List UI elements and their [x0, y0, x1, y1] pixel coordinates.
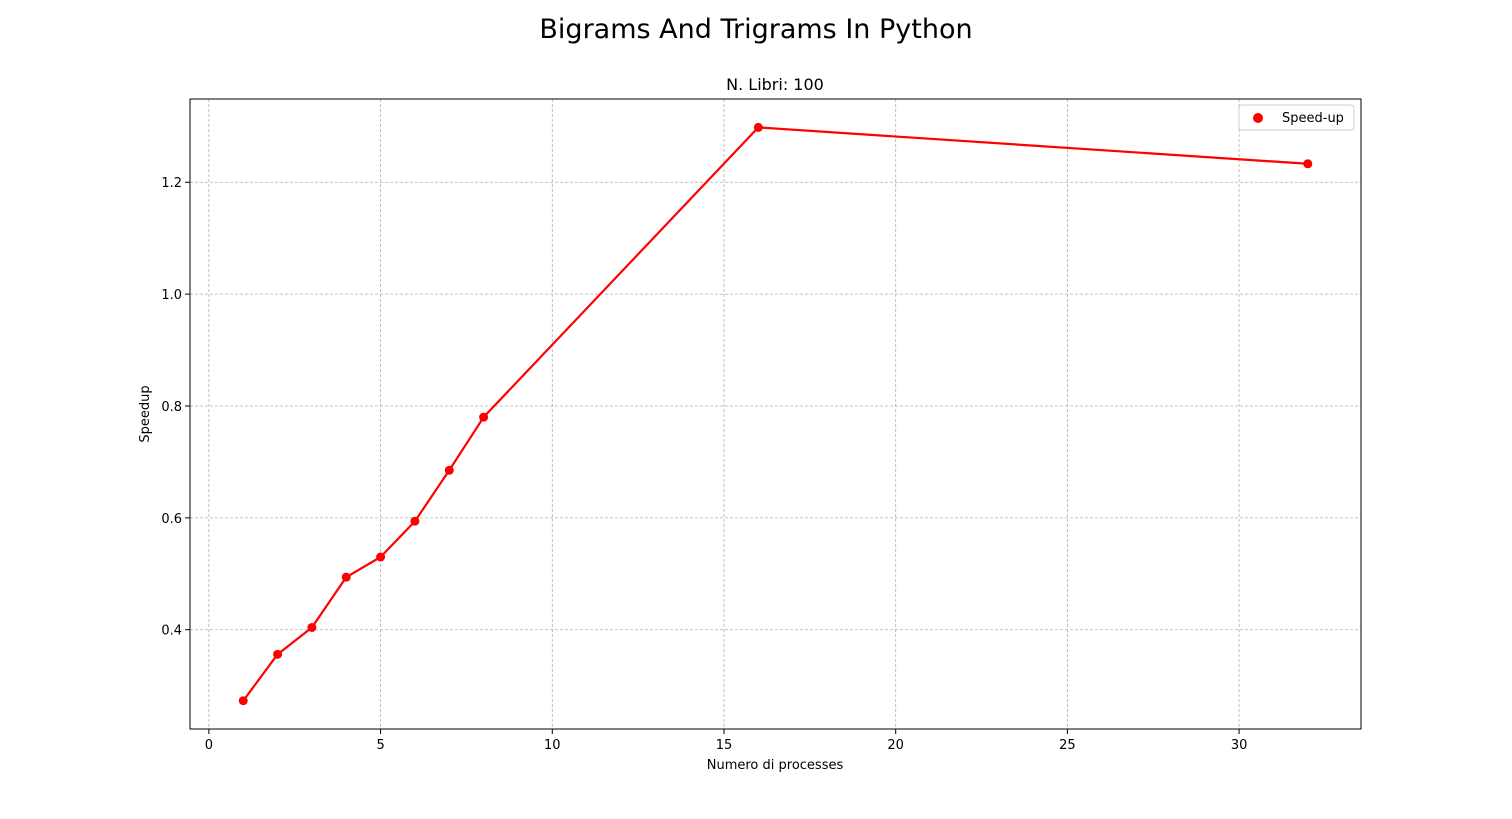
x-tick-label: 20 — [887, 738, 904, 753]
y-axis-label: Speedup — [138, 385, 153, 442]
data-point — [273, 649, 283, 659]
data-point — [410, 516, 420, 526]
data-point — [753, 122, 763, 132]
x-tick-label: 10 — [544, 738, 561, 753]
data-point — [376, 552, 386, 562]
x-tick-label: 5 — [376, 738, 384, 753]
data-point — [307, 622, 317, 632]
series-line-speed-up — [242, 126, 1308, 702]
plot-area-frame — [189, 98, 1362, 730]
data-point — [1303, 159, 1313, 169]
y-tick-label: 0.8 — [161, 400, 182, 415]
x-tick-label: 30 — [1231, 738, 1248, 753]
y-tick-label: 0.4 — [161, 624, 182, 639]
data-point — [444, 465, 454, 475]
y-tick-label: 1.2 — [161, 176, 182, 191]
chart-title: N. Libri: 100 — [726, 75, 824, 94]
x-tick-label: 25 — [1059, 738, 1076, 753]
data-point — [479, 412, 489, 422]
x-tick-label: 0 — [205, 738, 213, 753]
data-point — [341, 572, 351, 582]
legend-marker — [1253, 113, 1263, 123]
y-tick-label: 1.0 — [161, 288, 182, 303]
x-axis-label: Numero di processes — [707, 758, 844, 773]
figure-title: Bigrams And Trigrams In Python — [539, 14, 972, 45]
x-tick-label: 15 — [716, 738, 733, 753]
data-point — [238, 696, 248, 706]
axis-ticks: 0 5 10 15 20 25 30 0.4 0.6 0.8 1.0 1.2 — [161, 176, 1247, 753]
series-layer — [238, 122, 1313, 706]
y-tick-label: 0.6 — [161, 512, 182, 527]
grid-lines — [190, 99, 1361, 729]
legend-entry-speed-up: Speed-up — [1282, 111, 1344, 126]
legend: Speed-up — [1238, 104, 1355, 131]
legend-box — [1238, 104, 1355, 131]
